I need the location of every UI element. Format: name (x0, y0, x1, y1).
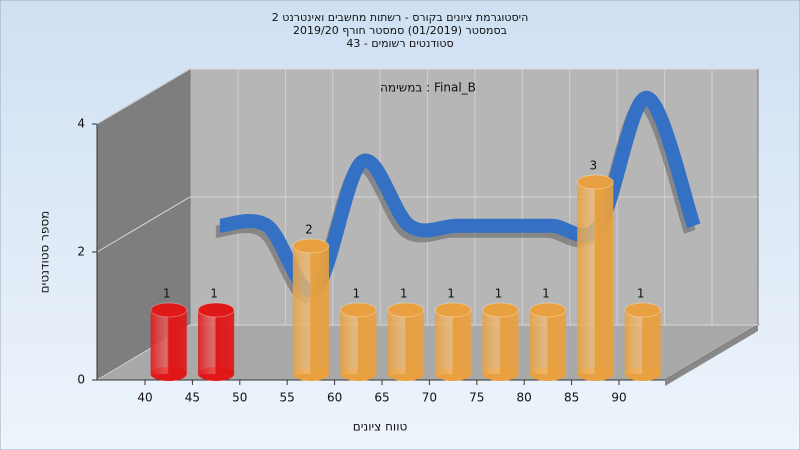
x-axis-label: טווח ציונים (353, 420, 408, 434)
bar-fill (387, 310, 424, 374)
chart-subtitle: בסמסטר (01/2019) סמסטר חורף 2019/20 (293, 24, 507, 37)
y-tick-label: 2 (77, 245, 85, 259)
floor-edge (665, 325, 758, 386)
bar-cap (292, 238, 330, 254)
bar-fill (198, 310, 235, 374)
grid-line (96, 324, 758, 381)
value-label: 1 (495, 287, 503, 301)
bar-cap (482, 302, 519, 318)
bar-cap (624, 302, 662, 318)
bar-fill (340, 310, 377, 374)
plot-area (92, 68, 760, 386)
value-label: 1 (542, 287, 550, 301)
bar-cap (529, 302, 567, 318)
annotation: במשימה : Final_B (380, 81, 476, 95)
bar-cap (150, 302, 188, 318)
x-tick-label: 55 (280, 391, 295, 405)
x-tick-label: 50 (232, 391, 247, 405)
x-tick-label: 70 (422, 391, 437, 405)
bar-fill (435, 310, 472, 374)
x-tick-label: 40 (137, 391, 152, 405)
value-label: 1 (210, 287, 218, 301)
bar-fill (292, 246, 329, 374)
bar-cap (387, 302, 425, 318)
bar-fill (624, 310, 661, 374)
x-tick-label: 65 (374, 391, 389, 405)
value-label: 2 (305, 223, 313, 237)
value-label: 3 (589, 159, 597, 173)
x-tick-label: 80 (517, 391, 532, 405)
x-tick-label: 45 (185, 391, 200, 405)
x-tick-label: 85 (564, 391, 579, 405)
bar-cap (339, 302, 377, 318)
y-tick-label: 0 (77, 373, 85, 387)
value-label: 1 (447, 287, 455, 301)
bar-fill (577, 182, 614, 374)
x-tick-label: 90 (611, 391, 626, 405)
value-label: 1 (637, 287, 645, 301)
y-axis-label: מספר סטודנטים (38, 211, 52, 294)
x-tick-label: 60 (327, 391, 342, 405)
chart-title: היסטוגרמת ציונים בקורס - רשתות מחשבים וא… (272, 11, 529, 24)
y-tick-label: 4 (77, 117, 85, 131)
bar-fill (150, 310, 187, 374)
value-label: 1 (352, 287, 360, 301)
value-label: 1 (400, 287, 408, 301)
grid-line (96, 68, 758, 125)
chart-subtitle: סטודנטים רשומים - 43 (346, 37, 453, 50)
bar-cap (197, 302, 235, 318)
value-label: 1 (163, 287, 171, 301)
grid-line (96, 196, 758, 253)
x-tick-label: 75 (469, 391, 484, 405)
bar-fill (529, 310, 566, 374)
bar-fill (482, 310, 519, 374)
bar-cap (576, 174, 614, 190)
bar-cap (434, 302, 472, 318)
